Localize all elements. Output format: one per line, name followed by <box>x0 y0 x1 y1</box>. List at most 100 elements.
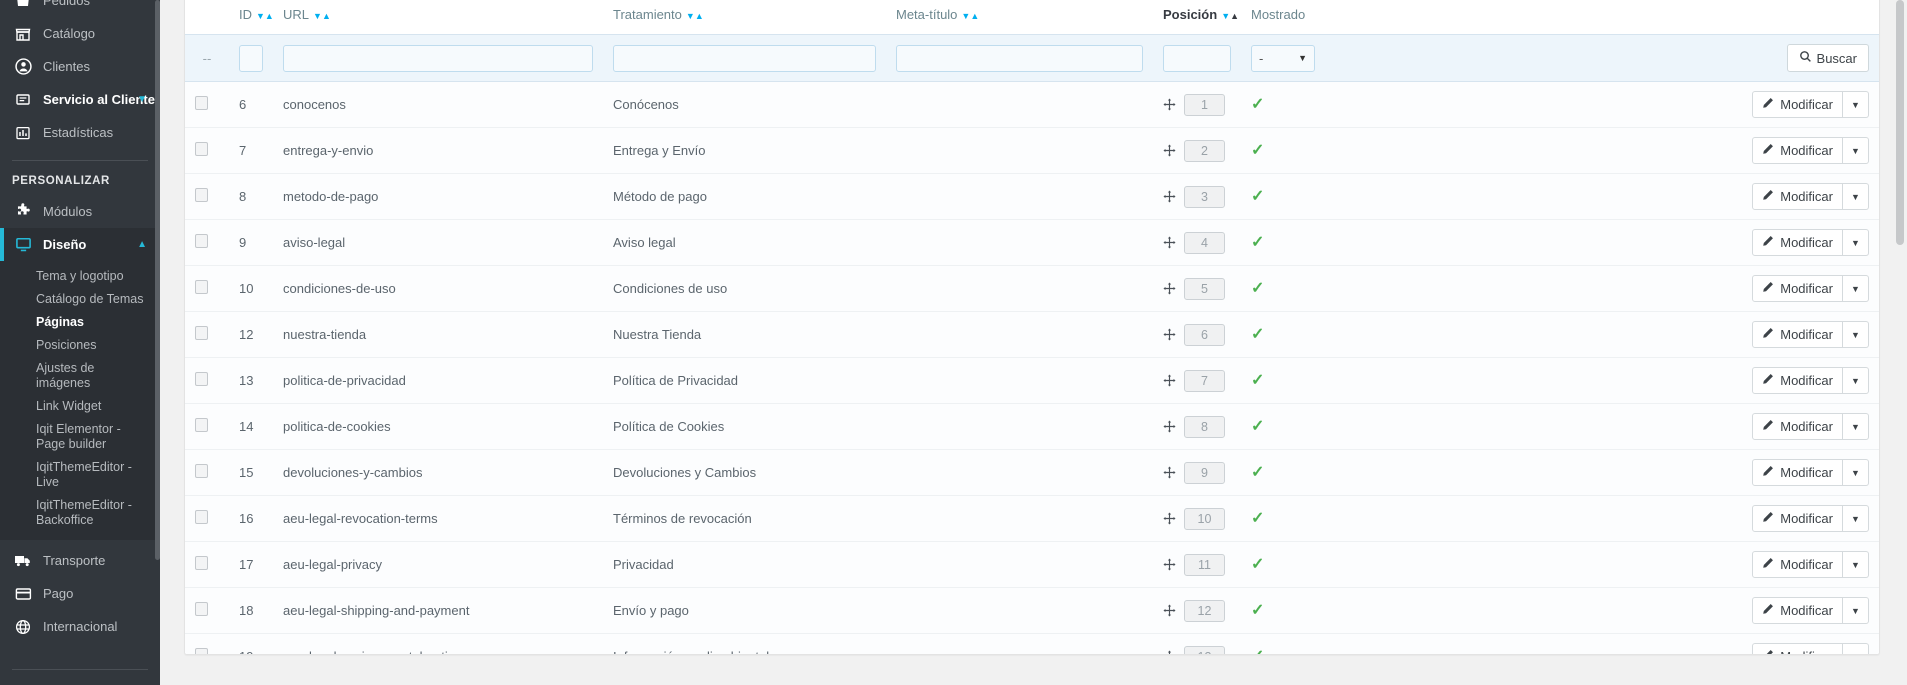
sort-asc-icon[interactable]: ▲ <box>264 11 274 21</box>
status-check-icon[interactable]: ✓ <box>1251 187 1265 205</box>
status-check-icon[interactable]: ✓ <box>1251 95 1265 113</box>
status-check-icon[interactable]: ✓ <box>1251 417 1265 435</box>
status-check-icon[interactable]: ✓ <box>1251 509 1265 527</box>
page-scrollbar[interactable] <box>1896 0 1904 685</box>
submenu-item-iqit-elementor[interactable]: Iqit Elementor - Page builder <box>36 422 121 451</box>
sort-desc-icon[interactable]: ▼ <box>256 11 265 21</box>
edit-button[interactable]: Modificar <box>1752 597 1843 624</box>
sidebar-item-servicio-al-cliente[interactable]: Servicio al Cliente ▼ <box>0 83 160 116</box>
row-checkbox[interactable] <box>195 464 208 478</box>
status-check-icon[interactable]: ✓ <box>1251 648 1264 654</box>
drag-handle-icon[interactable] <box>1163 512 1176 525</box>
edit-dropdown-toggle[interactable]: ▼ <box>1843 459 1869 486</box>
edit-button[interactable]: Modificar <box>1752 275 1843 302</box>
edit-button[interactable]: Modificar <box>1752 505 1843 532</box>
edit-button[interactable]: Modificar <box>1752 643 1843 654</box>
position-input[interactable]: 4 <box>1184 231 1225 254</box>
edit-dropdown-toggle[interactable]: ▼ <box>1843 91 1869 118</box>
page-scrollbar-thumb[interactable] <box>1896 0 1904 245</box>
sort-desc-icon[interactable]: ▼ <box>1221 11 1231 21</box>
edit-button[interactable]: Modificar <box>1752 229 1843 256</box>
edit-button[interactable]: Modificar <box>1752 183 1843 210</box>
edit-dropdown-toggle[interactable]: ▼ <box>1843 597 1869 624</box>
drag-handle-icon[interactable] <box>1163 466 1176 479</box>
sort-desc-icon[interactable]: ▼ <box>313 11 322 21</box>
position-input[interactable]: 11 <box>1184 553 1225 576</box>
position-input[interactable]: 10 <box>1184 507 1225 530</box>
drag-handle-icon[interactable] <box>1163 282 1176 295</box>
sort-asc-icon[interactable]: ▲ <box>321 11 331 21</box>
th-url[interactable]: URL ▼▲ <box>273 0 603 35</box>
edit-dropdown-toggle[interactable]: ▼ <box>1843 275 1869 302</box>
th-meta-titulo[interactable]: Meta-título ▼▲ <box>886 0 1153 35</box>
edit-button[interactable]: Modificar <box>1752 91 1843 118</box>
drag-handle-icon[interactable] <box>1163 144 1176 157</box>
status-check-icon[interactable]: ✓ <box>1251 463 1265 481</box>
row-checkbox[interactable] <box>195 234 208 248</box>
edit-dropdown-toggle[interactable]: ▼ <box>1843 321 1869 348</box>
submenu-item-link-widget[interactable]: Link Widget <box>36 399 102 413</box>
submenu-item-ajustes-de-imagenes[interactable]: Ajustes de imágenes <box>36 361 95 390</box>
position-input[interactable]: 7 <box>1184 369 1225 392</box>
edit-dropdown-toggle[interactable]: ▼ <box>1843 643 1869 654</box>
filter-tratamiento-input[interactable] <box>613 44 876 72</box>
drag-handle-icon[interactable] <box>1163 420 1176 433</box>
drag-handle-icon[interactable] <box>1163 558 1176 571</box>
sort-controls-id[interactable]: ▼▲ <box>256 7 274 22</box>
status-check-icon[interactable]: ✓ <box>1251 601 1265 619</box>
status-check-icon[interactable]: ✓ <box>1251 371 1265 389</box>
filter-meta-titulo-input[interactable] <box>896 44 1143 72</box>
position-input[interactable]: 8 <box>1184 415 1225 438</box>
edit-button[interactable]: Modificar <box>1752 321 1843 348</box>
sort-controls-meta[interactable]: ▼▲ <box>961 7 979 22</box>
edit-dropdown-toggle[interactable]: ▼ <box>1843 413 1869 440</box>
row-checkbox[interactable] <box>195 96 208 110</box>
submenu-item-posiciones[interactable]: Posiciones <box>36 338 97 352</box>
drag-handle-icon[interactable] <box>1163 604 1176 617</box>
filter-posicion-input[interactable] <box>1163 44 1231 72</box>
drag-handle-icon[interactable] <box>1163 650 1176 654</box>
sort-controls-tratamiento[interactable]: ▼▲ <box>686 7 704 22</box>
edit-button[interactable]: Modificar <box>1752 367 1843 394</box>
sidebar-item-pago[interactable]: Pago <box>0 577 160 610</box>
position-input[interactable]: 2 <box>1184 139 1225 162</box>
position-input[interactable]: 9 <box>1184 461 1225 484</box>
row-checkbox[interactable] <box>195 418 208 432</box>
position-input[interactable]: 5 <box>1184 277 1225 300</box>
sidebar-item-modulos[interactable]: Módulos <box>0 195 160 228</box>
row-checkbox[interactable] <box>195 188 208 202</box>
position-input[interactable]: 6 <box>1184 323 1225 346</box>
filter-mostrado-select[interactable]: - ▼ <box>1251 44 1315 72</box>
sort-asc-icon[interactable]: ▲ <box>1230 11 1240 21</box>
submenu-item-iqitthemeeditor-backoffice[interactable]: IqitThemeEditor - Backoffice <box>36 498 132 527</box>
edit-dropdown-toggle[interactable]: ▼ <box>1843 505 1869 532</box>
edit-button[interactable]: Modificar <box>1752 459 1843 486</box>
sidebar-item-estadisticas[interactable]: Estadísticas <box>0 116 160 149</box>
status-check-icon[interactable]: ✓ <box>1251 555 1265 573</box>
row-checkbox[interactable] <box>195 142 208 156</box>
sidebar-scrollbar[interactable] <box>155 0 160 560</box>
filter-url-input[interactable] <box>283 44 593 72</box>
sidebar-item-catalogo[interactable]: Catálogo <box>0 17 160 50</box>
position-input[interactable]: 12 <box>1184 599 1225 622</box>
search-button[interactable]: Buscar <box>1786 44 1869 72</box>
row-checkbox[interactable] <box>195 556 208 570</box>
status-check-icon[interactable]: ✓ <box>1251 325 1265 343</box>
drag-handle-icon[interactable] <box>1163 328 1176 341</box>
edit-dropdown-toggle[interactable]: ▼ <box>1843 183 1869 210</box>
sidebar-item-internacional[interactable]: Internacional <box>0 610 160 643</box>
row-checkbox[interactable] <box>195 648 208 654</box>
submenu-item-catalogo-de-temas[interactable]: Catálogo de Temas <box>36 292 144 306</box>
filter-id-input[interactable] <box>239 44 263 72</box>
sidebar-item-transporte[interactable]: Transporte <box>0 544 160 577</box>
drag-handle-icon[interactable] <box>1163 98 1176 111</box>
drag-handle-icon[interactable] <box>1163 190 1176 203</box>
sidebar-item-diseno[interactable]: Diseño ▲ <box>0 228 160 261</box>
sort-desc-icon[interactable]: ▼ <box>685 11 695 21</box>
th-tratamiento[interactable]: Tratamiento ▼▲ <box>603 0 886 35</box>
edit-button[interactable]: Modificar <box>1752 551 1843 578</box>
status-check-icon[interactable]: ✓ <box>1251 233 1265 251</box>
edit-dropdown-toggle[interactable]: ▼ <box>1843 137 1869 164</box>
row-checkbox[interactable] <box>195 510 208 524</box>
position-input[interactable]: 3 <box>1184 185 1225 208</box>
